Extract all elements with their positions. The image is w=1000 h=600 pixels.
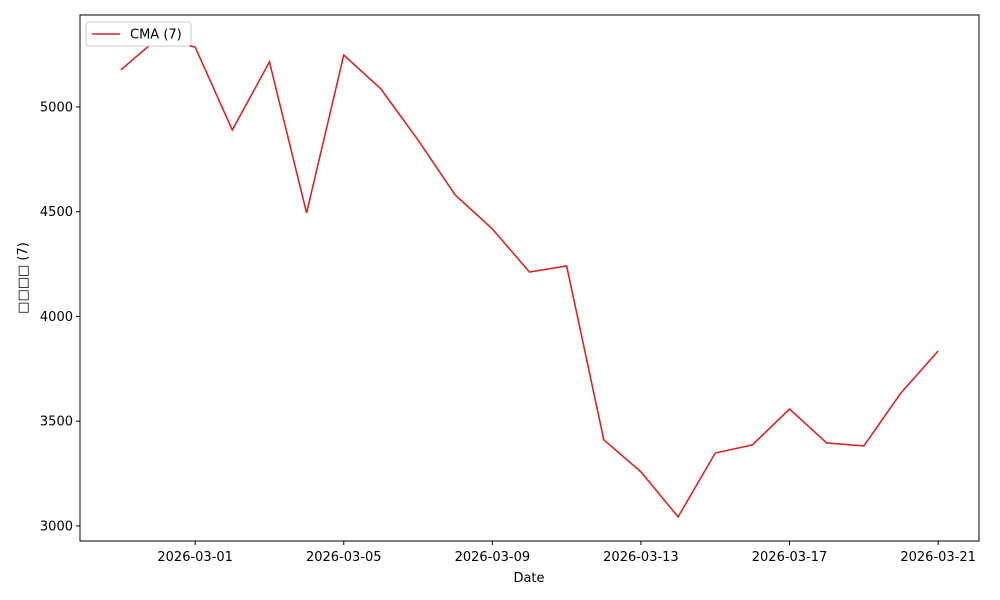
- y-tick-label: 4500: [40, 205, 73, 220]
- plot-frame: [79, 14, 980, 542]
- y-tick-label: 5000: [40, 100, 73, 115]
- y-tick-label: 3000: [40, 519, 73, 534]
- x-tick-label: 2026-03-13: [603, 550, 679, 565]
- x-tick-label: 2026-03-05: [306, 550, 382, 565]
- y-tick-label: 3500: [40, 415, 73, 430]
- x-tick-label: 2026-03-09: [455, 550, 531, 565]
- x-axis-label: Date: [513, 571, 544, 586]
- y-tick-label: 4000: [40, 310, 73, 325]
- x-tick-label: 2026-03-01: [157, 550, 233, 565]
- x-tick-label: 2026-03-21: [900, 550, 976, 565]
- line-series: [120, 37, 939, 519]
- legend-box: [85, 21, 192, 47]
- x-tick-label: 2026-03-17: [752, 550, 828, 565]
- y-axis-label: □□□□ (7): [16, 242, 31, 314]
- legend-label: CMA (7): [130, 28, 182, 43]
